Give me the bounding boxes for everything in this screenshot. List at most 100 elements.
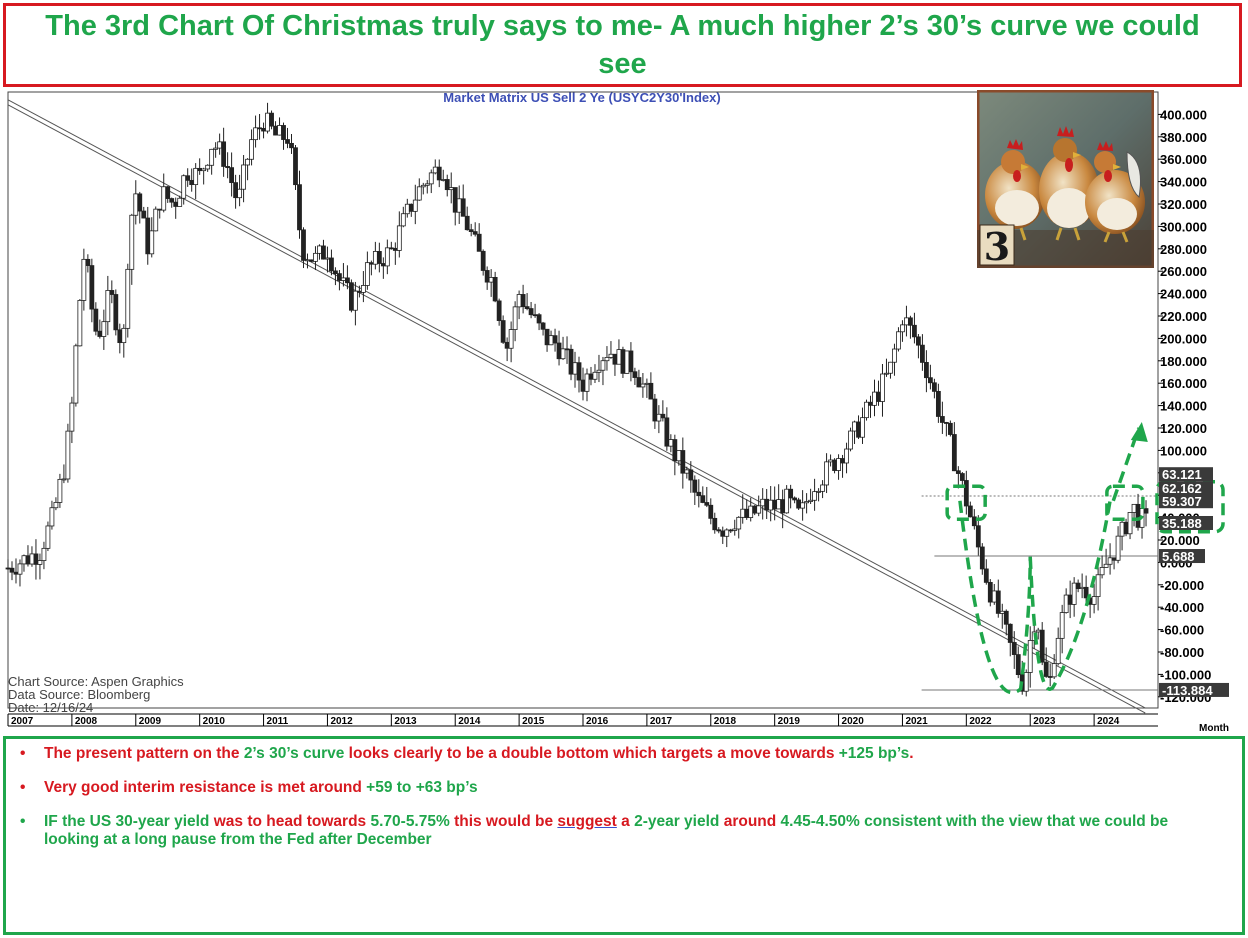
svg-text:3: 3 [984,224,1010,268]
candle [975,515,981,556]
candle [596,354,602,383]
candle-body [943,422,949,424]
candle-body [548,335,554,346]
page-title: The 3rd Chart Of Christmas truly says to… [45,10,1200,80]
candle [221,127,227,177]
candle-body [25,555,31,565]
candle [927,364,933,390]
price-label: 63.121 [1159,467,1213,482]
candle-body [396,225,402,251]
y-tick-label: -20.000 [1160,578,1204,593]
candle-body [780,499,786,514]
candle-body [560,348,566,360]
candle [313,246,318,271]
candle [472,222,478,237]
candle-body [133,193,139,216]
candle-body [991,590,997,603]
candle [732,519,738,536]
candle [983,559,989,585]
candle-body [520,294,526,308]
candle-body [464,215,470,231]
candle-body [1123,521,1129,535]
candle-body [648,382,654,400]
candle-body [576,362,582,381]
candle-body [380,263,386,267]
candle [692,475,698,505]
candle-body [1039,629,1045,663]
y-tick-label: 140.000 [1160,399,1207,414]
candle-body [217,141,223,149]
candle-body [241,164,246,190]
candle [592,364,598,384]
candle-body [983,568,989,583]
candle-body [337,273,342,281]
candle [664,407,670,451]
price-label-text: 5.688 [1162,549,1195,564]
candle-body [728,529,734,532]
candle-body [205,164,211,170]
candle-body [732,528,738,531]
candle-body [213,147,219,150]
candle [1055,627,1061,666]
note-text: a [616,813,635,830]
candle [1059,604,1065,654]
price-label-box [1159,515,1213,530]
candle [864,399,869,421]
candle [1075,579,1081,593]
candle-body [824,461,829,486]
candle-body [456,198,462,213]
candle [935,383,941,423]
candle [185,168,191,187]
y-tick-label: -80.000 [1160,645,1204,660]
candle [712,512,718,534]
candle-body [848,430,853,450]
candle-body [1075,582,1081,590]
candle-body [37,560,43,565]
candle-body [141,210,147,219]
candle-body [1119,521,1125,537]
x-tick-label: 2011 [267,716,289,727]
candle [105,275,111,336]
candle [85,254,91,273]
candle [916,334,921,359]
candle-body [580,379,586,392]
candle [73,343,79,407]
candle [213,142,219,158]
x-tick-label: 2013 [394,716,417,727]
candle-body [544,328,550,346]
candle-body [868,401,873,406]
candle [632,367,638,385]
candle-body [201,168,207,172]
candle [995,579,1001,618]
candle-body [157,208,163,211]
candle [696,479,702,508]
candle-body [233,182,239,199]
candle-body [963,480,969,507]
candle-body [57,478,63,503]
candle [33,539,39,580]
candle [987,579,993,607]
candle-body [768,499,774,511]
candle-body [293,147,298,186]
candle-body [1115,535,1121,561]
candle [201,167,207,185]
candle [37,553,43,580]
candle-body [712,517,718,531]
candle [576,356,582,393]
candle-body [93,308,99,332]
candle [129,213,135,285]
candle [1099,555,1105,579]
price-label-text: 59.307 [1162,494,1202,509]
candle-body [129,214,135,270]
candle-body [273,125,278,136]
candle-body [5,567,11,570]
price-label: 35.188 [1159,515,1213,531]
candle [496,298,502,326]
candle [297,170,302,239]
candle-body [892,348,897,363]
x-axis-label: Month [1199,723,1229,734]
candle-body [333,270,338,275]
candle-body [1043,661,1049,677]
candle [708,498,714,525]
